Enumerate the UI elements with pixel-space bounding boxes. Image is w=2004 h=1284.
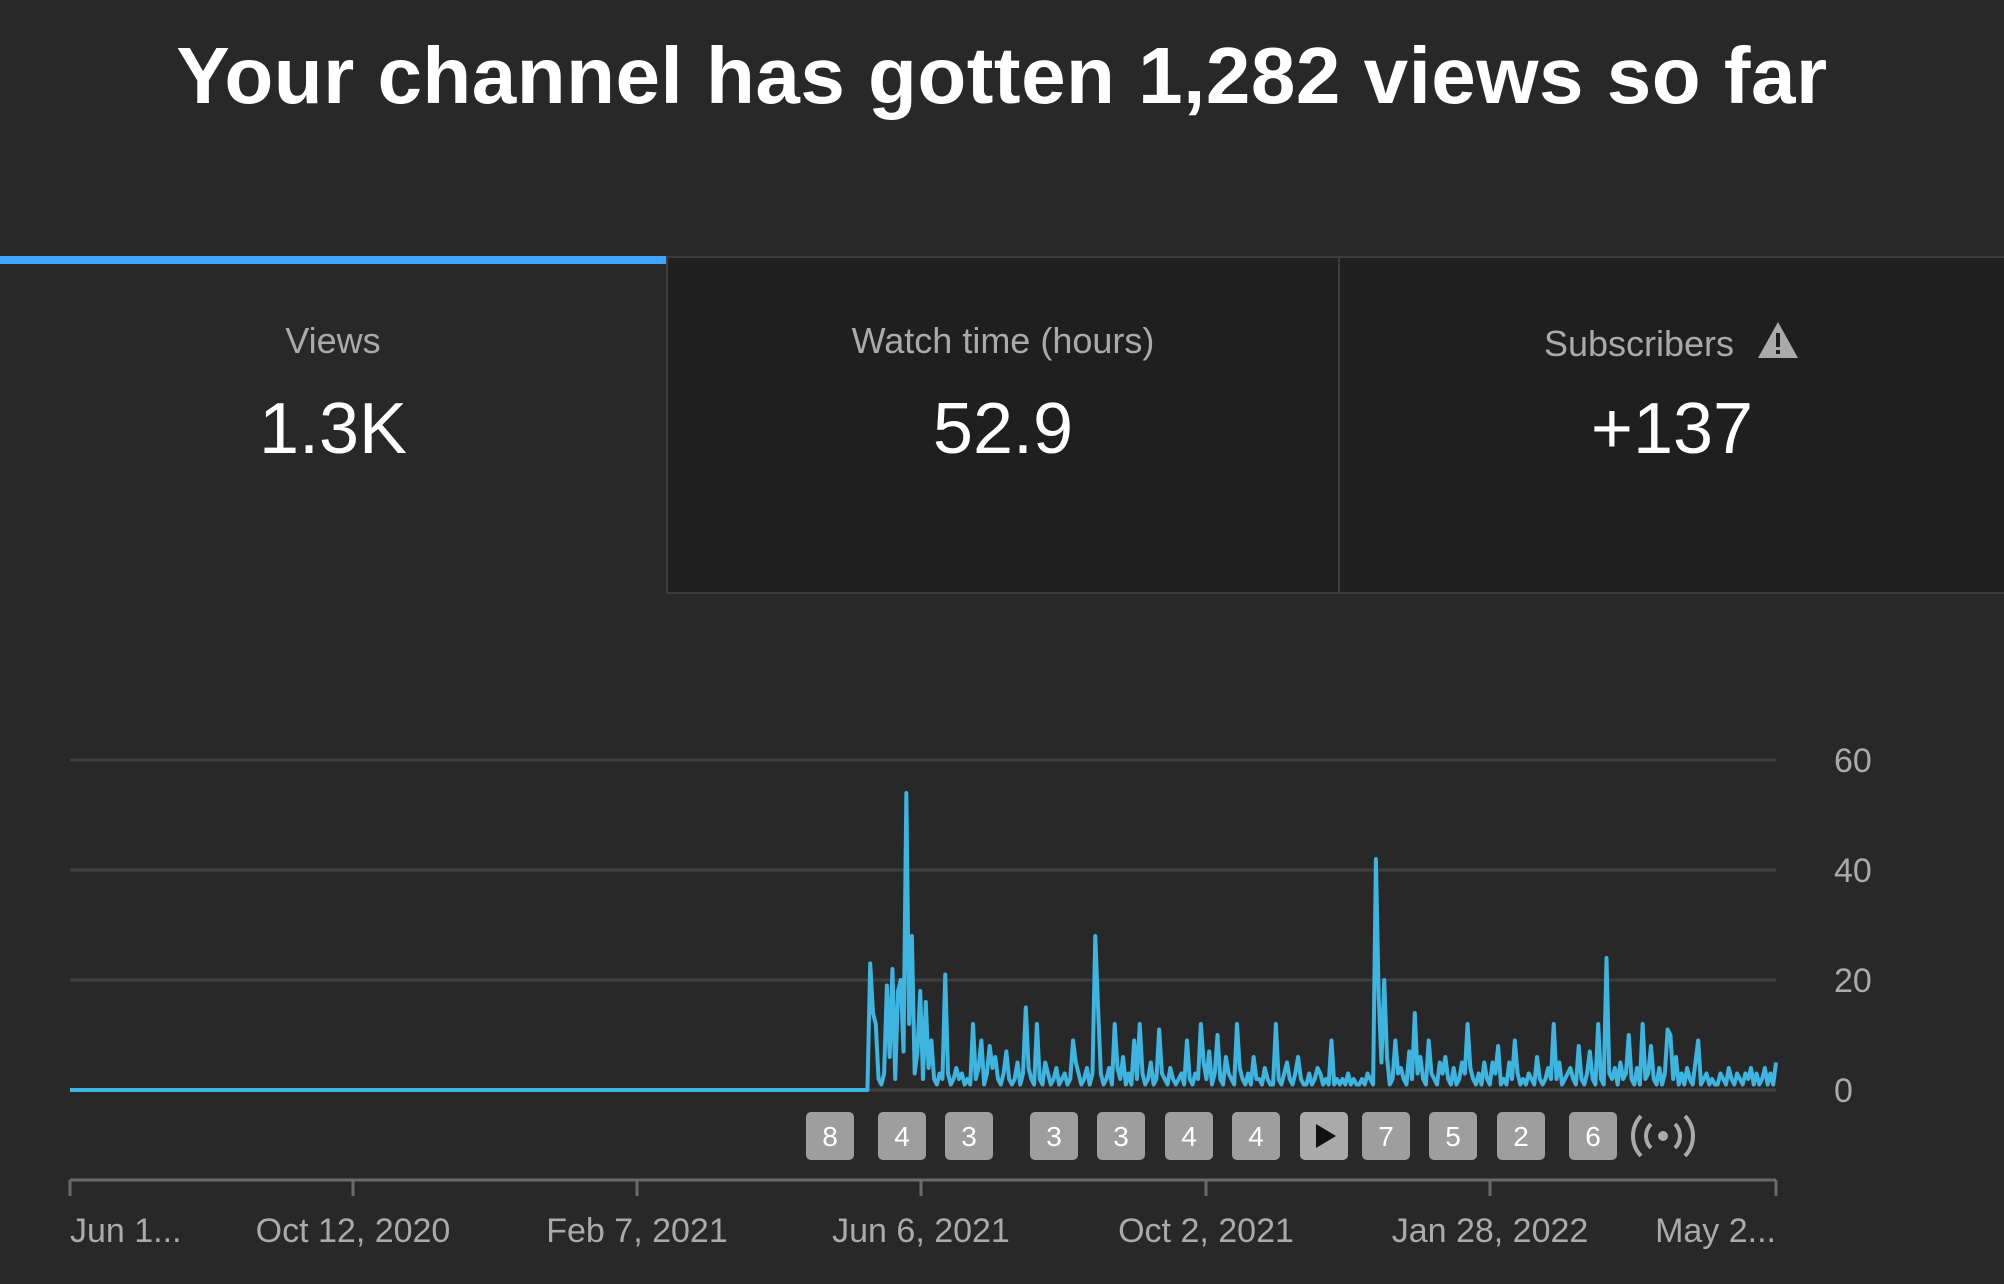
series-line [70, 791, 1778, 1092]
metric-tabs: Views 1.3K Watch time (hours) 52.9 Subsc… [0, 256, 2004, 594]
x-tick-label: Feb 7, 2021 [546, 1212, 727, 1250]
tab-subscribers-value: +137 [1590, 389, 1754, 469]
warning-icon[interactable] [1756, 320, 1800, 369]
x-tick-label: Oct 2, 2021 [1118, 1212, 1294, 1250]
marker-count: 8 [822, 1121, 838, 1152]
views-chart: 60 40 20 0 8 4 3 3 3 4 4 7 5 2 6 Jun 1... Oct 12, 2020 Fe… [68, 742, 1872, 1250]
tab-views-value: 1.3K [258, 389, 408, 469]
x-tick-label: Jun 6, 2021 [832, 1212, 1010, 1250]
upload-marker[interactable] [878, 1112, 926, 1160]
upload-marker[interactable] [1030, 1112, 1078, 1160]
upload-marker[interactable] [1569, 1112, 1617, 1160]
upload-marker[interactable] [806, 1112, 854, 1160]
upload-marker[interactable] [1362, 1112, 1410, 1160]
marker-count: 6 [1585, 1121, 1601, 1152]
x-tick-label: Oct 12, 2020 [256, 1212, 451, 1250]
marker-count: 3 [1113, 1121, 1129, 1152]
marker-count: 4 [1181, 1121, 1197, 1152]
tab-views-label: Views [285, 320, 381, 361]
upload-marker[interactable] [1497, 1112, 1545, 1160]
y-tick-label: 40 [1834, 852, 1872, 890]
upload-marker[interactable] [1097, 1112, 1145, 1160]
tab-views[interactable]: Views 1.3K [0, 256, 666, 594]
tab-watch-time-value: 52.9 [932, 389, 1074, 469]
y-tick-label: 20 [1834, 962, 1872, 1000]
marker-count: 5 [1445, 1121, 1461, 1152]
live-stream-icon[interactable] [1631, 1114, 1695, 1158]
marker-count: 4 [1248, 1121, 1264, 1152]
tab-subscribers-label-row: Subscribers [1340, 320, 2004, 369]
y-tick-label: 60 [1834, 742, 1872, 780]
upload-marker[interactable] [945, 1112, 993, 1160]
page-title: Your channel has gotten 1,282 views so f… [176, 31, 1828, 120]
play-icon [1316, 1124, 1336, 1148]
tab-watch-time[interactable]: Watch time (hours) 52.9 [666, 258, 1338, 594]
tab-subscribers-label: Subscribers [1543, 323, 1735, 364]
marker-count: 4 [894, 1121, 910, 1152]
active-tab-indicator [0, 256, 666, 264]
upload-marker[interactable] [1165, 1112, 1213, 1160]
tab-watch-time-label: Watch time (hours) [851, 320, 1155, 361]
marker-count: 3 [961, 1121, 977, 1152]
marker-count: 7 [1378, 1121, 1394, 1152]
marker-count: 2 [1513, 1121, 1529, 1152]
x-tick-label: Jan 28, 2022 [1392, 1212, 1589, 1250]
x-tick-label: May 2... [1655, 1212, 1776, 1250]
x-tick-label: Jun 1... [70, 1212, 182, 1250]
tab-subscribers[interactable]: Subscribers +137 [1338, 258, 2004, 594]
y-tick-label: 0 [1834, 1072, 1853, 1110]
marker-count: 3 [1046, 1121, 1062, 1152]
upload-marker[interactable] [1232, 1112, 1280, 1160]
upload-marker[interactable] [1429, 1112, 1477, 1160]
